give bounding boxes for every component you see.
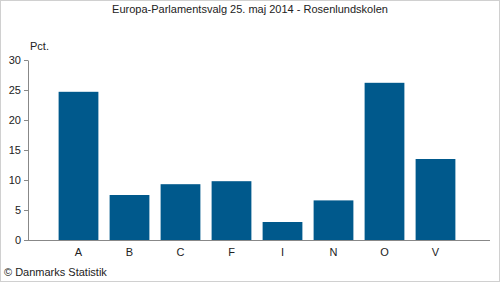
y-tick-label: 10: [9, 174, 21, 186]
y-tick: 0: [15, 234, 28, 246]
bar: [59, 92, 99, 240]
x-tick: F: [228, 240, 235, 258]
y-tick-label: 15: [9, 144, 21, 156]
x-tick: N: [330, 240, 338, 258]
y-tick-label: 0: [15, 234, 21, 246]
y-tick-label: 5: [15, 204, 21, 216]
bar: [212, 181, 252, 240]
x-tick: A: [75, 240, 83, 258]
source: © Danmarks Statistik: [4, 266, 107, 278]
y-tick-mark: [24, 90, 28, 91]
y-axis-line: [28, 61, 29, 241]
x-tick-label: C: [177, 246, 185, 258]
y-tick: 25: [9, 84, 28, 96]
y-tick-mark: [24, 180, 28, 181]
x-tick: V: [432, 240, 440, 258]
x-tick: C: [177, 240, 185, 258]
bar: [314, 200, 354, 240]
y-tick-label: 30: [9, 54, 21, 66]
x-tick: I: [281, 240, 284, 258]
bar: [161, 184, 201, 240]
y-tick: 10: [9, 174, 28, 186]
y-tick-mark: [24, 120, 28, 121]
x-tick-label: B: [126, 246, 133, 258]
x-axis: ABCFINOV: [28, 240, 490, 258]
y-tick: 30: [9, 54, 28, 66]
y-tick-label: 20: [9, 114, 21, 126]
y-axis-title: Pct.: [30, 40, 49, 52]
x-tick: O: [380, 240, 389, 258]
y-tick: 15: [9, 144, 28, 156]
bar: [365, 83, 405, 240]
y-tick: 20: [9, 114, 28, 126]
bar: [110, 195, 150, 240]
bars: [59, 83, 456, 240]
x-tick-label: N: [330, 246, 338, 258]
chart: Europa-Parlamentsvalg 25. maj 2014 - Ros…: [0, 0, 500, 282]
x-tick: B: [126, 240, 133, 258]
x-tick-label: A: [75, 246, 83, 258]
x-tick-label: F: [228, 246, 235, 258]
x-axis-line: [28, 240, 490, 241]
x-tick-label: V: [432, 246, 440, 258]
y-tick: 5: [15, 204, 28, 216]
y-tick-label: 25: [9, 84, 21, 96]
y-tick-mark: [24, 150, 28, 151]
x-tick-label: I: [281, 246, 284, 258]
bar: [263, 222, 303, 240]
y-tick-mark: [24, 210, 28, 211]
y-tick-mark: [24, 60, 28, 61]
y-tick-mark: [24, 240, 28, 241]
bar: [416, 159, 456, 240]
y-axis: 0 5 10 15 20 25 30: [9, 54, 29, 246]
title: Europa-Parlamentsvalg 25. maj 2014 - Ros…: [112, 3, 388, 15]
frame: [1, 1, 500, 282]
x-tick-label: O: [380, 246, 389, 258]
